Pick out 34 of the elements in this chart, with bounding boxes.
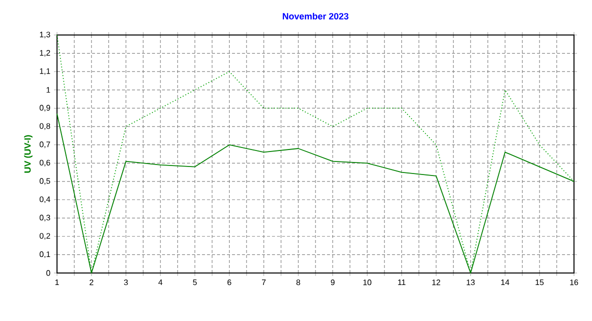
y-tick-label: 0 xyxy=(46,270,50,276)
y-tick-label: 0,6 xyxy=(40,160,50,166)
y-tick-label: 1 xyxy=(46,87,50,93)
x-tick-label: 11 xyxy=(398,280,406,286)
y-tick-label: 0,5 xyxy=(40,178,50,185)
y-tick-label: 0,8 xyxy=(40,123,50,130)
y-tick-label: 0,2 xyxy=(40,233,50,240)
x-tick-label: 2 xyxy=(90,280,94,286)
x-tick-label: 8 xyxy=(296,280,300,286)
line-series xyxy=(56,113,574,274)
x-tick-label: 5 xyxy=(192,280,197,286)
x-tick-label: 13 xyxy=(466,280,475,286)
y-tick-label: 0,1 xyxy=(40,251,50,258)
y-tick-label: 1,1 xyxy=(40,68,50,75)
x-tick-label: 16 xyxy=(570,280,578,286)
y-tick-label: 0,4 xyxy=(40,196,50,204)
x-tick-label: 6 xyxy=(228,280,232,286)
x-tick-label: 3 xyxy=(124,280,128,286)
y-tick-label: 1,3 xyxy=(40,32,50,38)
x-tick-label: 10 xyxy=(363,280,372,286)
x-tick-label: 4 xyxy=(158,280,162,286)
x-tick-label: 12 xyxy=(432,280,440,286)
x-tick-label: 15 xyxy=(536,280,544,286)
line-series xyxy=(56,34,574,274)
y-tick-label: 1,2 xyxy=(40,50,50,57)
y-axis-title: UV (UV-I) xyxy=(24,135,32,173)
y-tick-label: 0,3 xyxy=(40,214,50,222)
y-tick-label: 0,7 xyxy=(40,142,50,148)
chart-title: November 2023 xyxy=(282,12,348,20)
x-tick-label: 14 xyxy=(501,280,510,286)
x-tick-label: 1 xyxy=(55,280,59,286)
x-tick-label: 7 xyxy=(262,280,266,286)
y-tick-label: 0,9 xyxy=(40,104,50,112)
x-tick-label: 9 xyxy=(330,280,335,286)
